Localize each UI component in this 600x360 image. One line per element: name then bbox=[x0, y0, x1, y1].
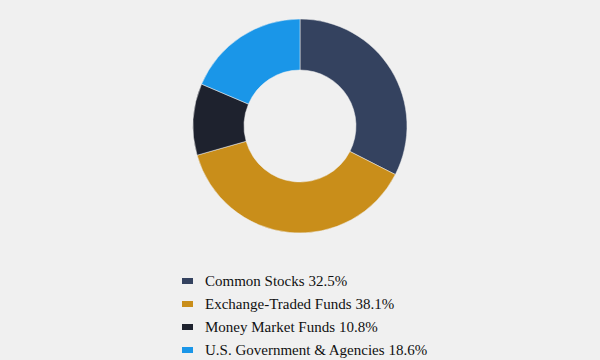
legend-label: U.S. Government & Agencies18.6% bbox=[205, 342, 427, 358]
legend: Common Stocks32.5%Exchange-Traded Funds3… bbox=[182, 273, 427, 358]
legend-value: 38.1% bbox=[356, 296, 395, 312]
slices bbox=[193, 19, 407, 233]
legend-swatch bbox=[182, 301, 193, 307]
legend-value: 18.6% bbox=[389, 342, 428, 358]
legend-swatch bbox=[182, 324, 193, 330]
chart: Common Stocks32.5%Exchange-Traded Funds3… bbox=[0, 0, 600, 360]
legend-category: Exchange-Traded Funds bbox=[205, 296, 352, 312]
legend-category: U.S. Government & Agencies bbox=[205, 342, 385, 358]
legend-swatch bbox=[182, 347, 193, 353]
slice bbox=[300, 19, 407, 175]
slice bbox=[197, 141, 395, 233]
legend-swatch bbox=[182, 278, 193, 284]
legend-category: Common Stocks bbox=[205, 273, 305, 289]
legend-label: Exchange-Traded Funds38.1% bbox=[205, 296, 394, 312]
legend-label: Common Stocks32.5% bbox=[205, 273, 347, 289]
legend-value: 32.5% bbox=[309, 273, 348, 289]
legend-label: Money Market Funds10.8% bbox=[205, 319, 378, 335]
legend-value: 10.8% bbox=[339, 319, 378, 335]
chart-container: Common Stocks32.5%Exchange-Traded Funds3… bbox=[0, 0, 600, 360]
legend-category: Money Market Funds bbox=[205, 319, 335, 335]
slice bbox=[202, 19, 300, 104]
